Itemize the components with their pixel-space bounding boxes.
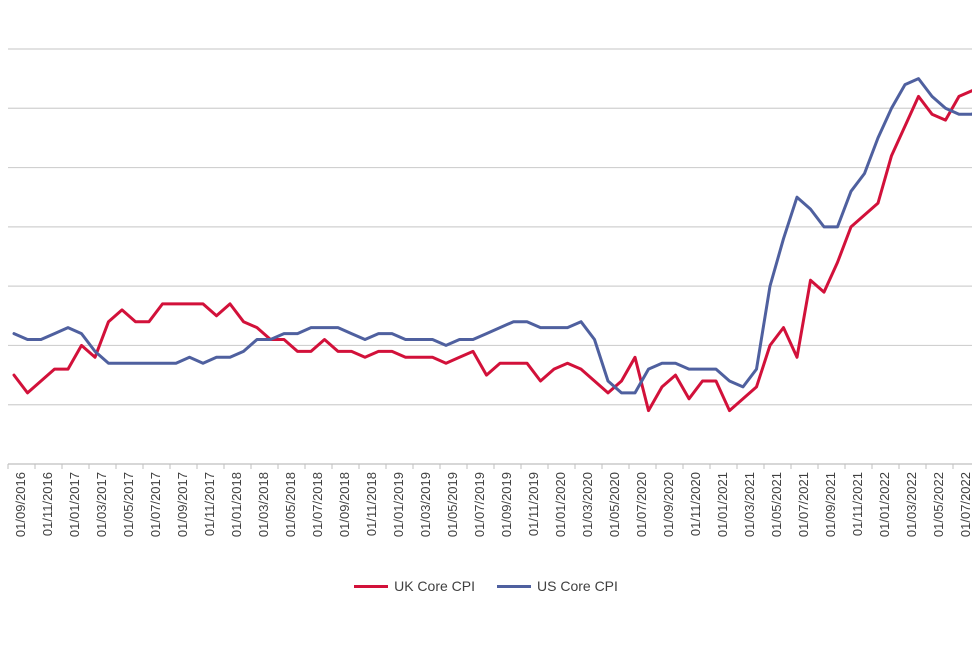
series-line-uk-core-cpi [12,89,972,413]
x-axis [7,463,972,469]
legend-item-us: US Core CPI [497,578,618,594]
x-tick-label: 01/03/2022 [904,472,919,537]
x-tick-label: 01/01/2022 [877,472,892,537]
x-tick-label: 01/07/2022 [958,472,972,537]
series-layer [12,77,972,413]
x-tick-label: 01/05/2018 [283,472,298,537]
series-line-us-core-cpi [12,77,972,395]
x-tick-label: 01/01/2018 [229,472,244,537]
x-tick-label: 01/09/2016 [13,472,28,537]
x-tick-label: 01/11/2019 [526,472,541,536]
x-tick-label: 01/09/2021 [823,472,838,537]
x-tick-label: 01/05/2020 [607,472,622,537]
x-tick-label: 01/03/2019 [418,472,433,537]
x-tick-label: 01/11/2016 [40,472,55,536]
x-tick-label: 01/11/2018 [364,472,379,536]
x-tick-label: 01/07/2018 [310,472,325,537]
x-tick-label: 01/07/2020 [634,472,649,537]
x-tick-label: 01/05/2021 [769,472,784,537]
x-tick-label: 01/03/2021 [742,472,757,537]
x-tick-label: 01/11/2021 [850,472,865,536]
x-tick-label: 01/01/2017 [67,472,82,537]
legend-item-uk: UK Core CPI [354,578,475,594]
legend-label-us: US Core CPI [537,578,618,594]
x-tick-labels: 01/09/2016 01/11/2016 01/01/2017 01/03/2017… [13,472,972,537]
x-tick-label: 01/01/2019 [391,472,406,537]
x-tick-label: 01/09/2018 [337,472,352,537]
legend-swatch-uk [354,584,389,588]
legend-label-uk: UK Core CPI [394,578,475,594]
legend-swatch-us [497,584,531,588]
x-tick-label: 01/09/2020 [661,472,676,537]
x-tick-label: 01/07/2017 [148,472,163,537]
x-tick-label: 01/05/2019 [445,472,460,537]
legend: UK Core CPI US Core CPI [0,578,972,594]
x-tick-label: 01/05/2022 [931,472,946,537]
x-tick-label: 01/03/2020 [580,472,595,537]
x-tick-label: 01/09/2019 [499,472,514,537]
x-tick-label: 01/07/2019 [472,472,487,537]
x-tick-label: 01/01/2021 [715,472,730,537]
x-tick-label: 01/09/2017 [175,472,190,537]
x-tick-label: 01/11/2020 [688,472,703,536]
x-tick-label: 01/03/2017 [94,472,109,537]
x-tick-label: 01/11/2017 [202,472,217,536]
x-tick-label: 01/05/2017 [121,472,136,537]
x-tick-label: 01/07/2021 [796,472,811,537]
x-tick-label: 01/01/2020 [553,472,568,537]
gridlines [8,48,972,406]
x-tick-label: 01/03/2018 [256,472,271,537]
